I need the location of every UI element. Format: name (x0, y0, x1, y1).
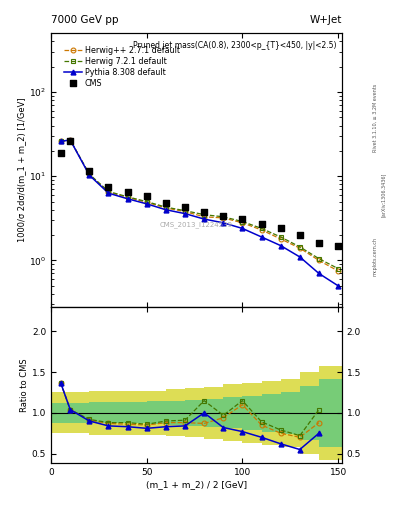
Herwig 7.2.1 default (144, 199, 149, 205)
Text: Rivet 3.1.10, ≥ 3.2M events: Rivet 3.1.10, ≥ 3.2M events (373, 83, 378, 152)
Pythia 8.308 default (202, 216, 206, 222)
Y-axis label: Ratio to CMS: Ratio to CMS (20, 358, 29, 412)
CMS (163, 199, 169, 207)
CMS (143, 192, 150, 200)
Text: [arXiv:1306.3436]: [arXiv:1306.3436] (381, 173, 386, 217)
Pythia 8.308 default (106, 190, 111, 196)
CMS (259, 220, 265, 228)
Line: Herwig++ 2.7.1 default: Herwig++ 2.7.1 default (58, 138, 340, 273)
Line: Herwig 7.2.1 default: Herwig 7.2.1 default (58, 138, 340, 271)
Herwig 7.2.1 default (278, 234, 283, 240)
Text: CMS_2013_I1224539: CMS_2013_I1224539 (160, 222, 233, 228)
Herwig 7.2.1 default (259, 225, 264, 231)
Herwig++ 2.7.1 default (144, 199, 149, 205)
Pythia 8.308 default (336, 283, 340, 289)
Herwig++ 2.7.1 default (68, 137, 73, 143)
CMS (277, 224, 284, 232)
Pythia 8.308 default (163, 207, 168, 213)
Herwig++ 2.7.1 default (240, 220, 245, 226)
Y-axis label: 1000/σ 2dσ/d(m_1 + m_2) [1/GeV]: 1000/σ 2dσ/d(m_1 + m_2) [1/GeV] (17, 98, 26, 243)
Herwig++ 2.7.1 default (298, 245, 302, 251)
Pythia 8.308 default (278, 243, 283, 249)
Herwig++ 2.7.1 default (278, 236, 283, 242)
Herwig 7.2.1 default (183, 208, 187, 214)
Text: W+Jet: W+Jet (310, 14, 342, 25)
Legend: Herwig++ 2.7.1 default, Herwig 7.2.1 default, Pythia 8.308 default, CMS: Herwig++ 2.7.1 default, Herwig 7.2.1 def… (64, 46, 180, 88)
Herwig++ 2.7.1 default (106, 189, 111, 195)
Herwig++ 2.7.1 default (87, 172, 92, 178)
CMS (182, 203, 188, 211)
Text: Pruned jet mass(CA(0.8), 2300<p_{T}<450, |y|<2.5): Pruned jet mass(CA(0.8), 2300<p_{T}<450,… (132, 41, 336, 51)
CMS (86, 167, 92, 175)
CMS (57, 148, 64, 157)
X-axis label: (m_1 + m_2) / 2 [GeV]: (m_1 + m_2) / 2 [GeV] (146, 480, 247, 489)
Pythia 8.308 default (221, 220, 226, 226)
CMS (201, 207, 207, 216)
Herwig++ 2.7.1 default (317, 258, 321, 264)
CMS (316, 239, 322, 247)
Herwig 7.2.1 default (240, 219, 245, 225)
CMS (67, 137, 73, 145)
Herwig++ 2.7.1 default (163, 205, 168, 211)
Pythia 8.308 default (58, 138, 63, 144)
Herwig 7.2.1 default (163, 204, 168, 210)
Herwig 7.2.1 default (106, 188, 111, 195)
Pythia 8.308 default (259, 234, 264, 240)
Herwig++ 2.7.1 default (259, 227, 264, 233)
Herwig++ 2.7.1 default (58, 138, 63, 144)
CMS (297, 231, 303, 239)
CMS (125, 188, 131, 196)
Herwig++ 2.7.1 default (125, 195, 130, 201)
Herwig++ 2.7.1 default (183, 208, 187, 215)
Herwig 7.2.1 default (125, 194, 130, 200)
Pythia 8.308 default (125, 196, 130, 202)
Herwig 7.2.1 default (221, 214, 226, 220)
Pythia 8.308 default (144, 201, 149, 207)
Herwig 7.2.1 default (68, 137, 73, 143)
Pythia 8.308 default (68, 137, 73, 143)
Pythia 8.308 default (240, 225, 245, 231)
Text: 7000 GeV pp: 7000 GeV pp (51, 14, 119, 25)
Pythia 8.308 default (298, 254, 302, 260)
Pythia 8.308 default (183, 210, 187, 217)
Pythia 8.308 default (87, 172, 92, 178)
CMS (239, 215, 246, 223)
Herwig 7.2.1 default (317, 255, 321, 262)
Herwig++ 2.7.1 default (336, 268, 340, 274)
CMS (105, 183, 112, 191)
CMS (335, 242, 341, 250)
Text: mcplots.cern.ch: mcplots.cern.ch (373, 237, 378, 275)
Herwig++ 2.7.1 default (202, 214, 206, 220)
Pythia 8.308 default (317, 270, 321, 276)
Line: Pythia 8.308 default: Pythia 8.308 default (58, 138, 340, 288)
Herwig 7.2.1 default (202, 211, 206, 218)
Herwig 7.2.1 default (87, 171, 92, 177)
Herwig++ 2.7.1 default (221, 215, 226, 221)
Herwig 7.2.1 default (58, 138, 63, 144)
CMS (220, 211, 226, 220)
Herwig 7.2.1 default (336, 266, 340, 272)
Herwig 7.2.1 default (298, 244, 302, 250)
